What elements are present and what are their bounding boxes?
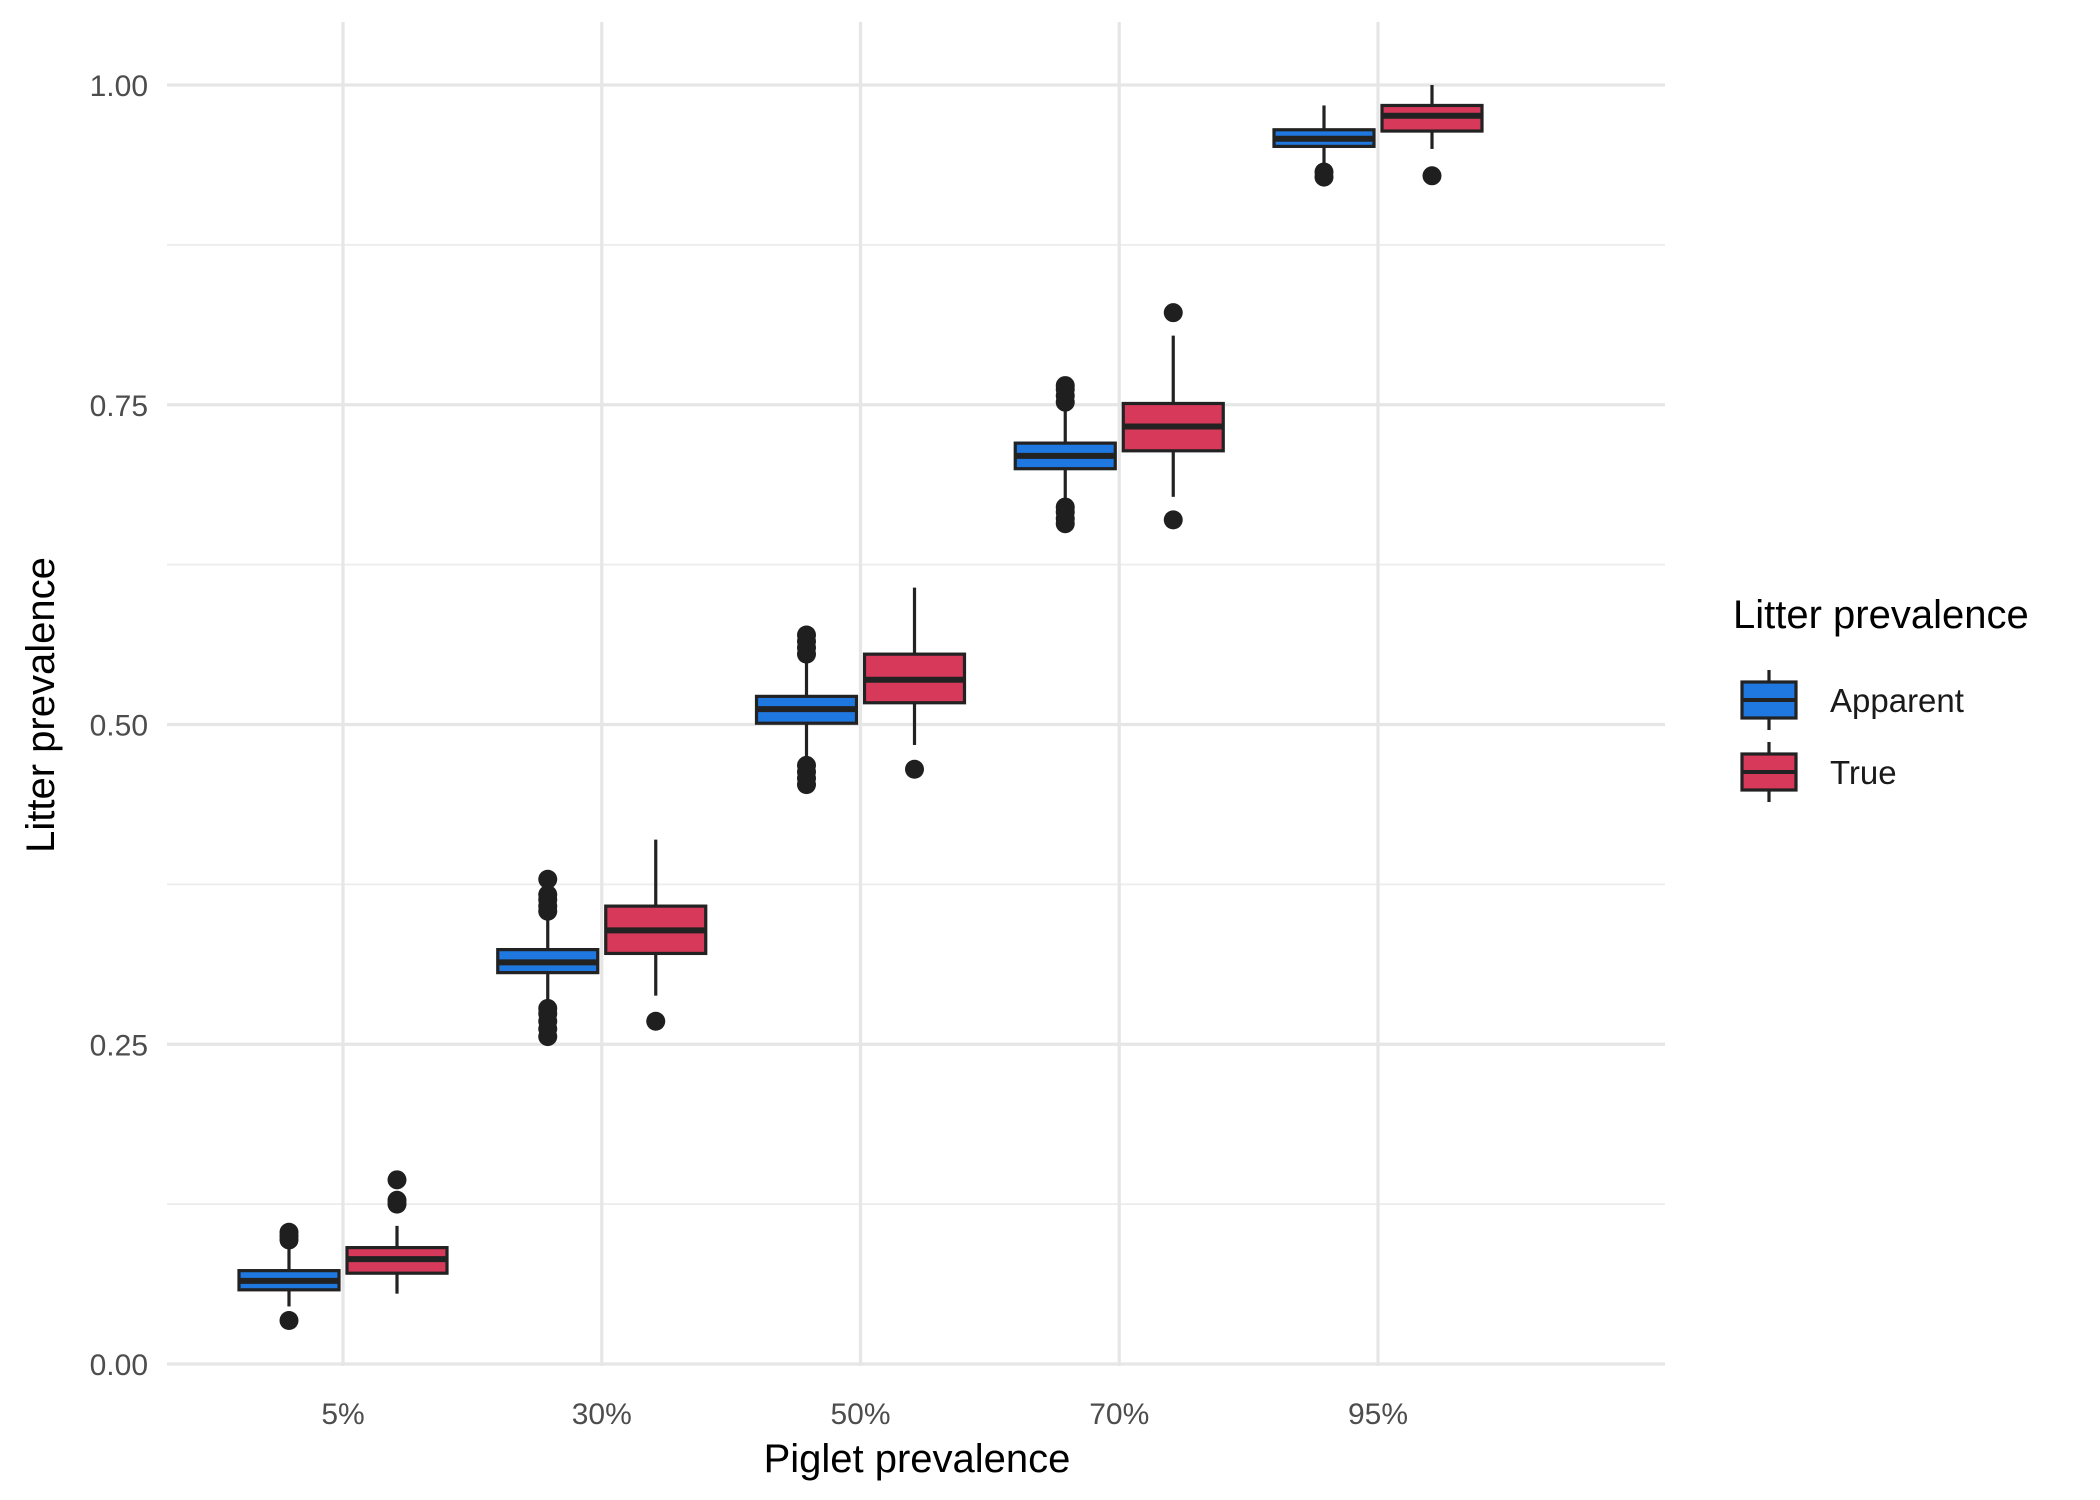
outlier-point bbox=[538, 885, 558, 905]
x-tick-label: 70% bbox=[1089, 1398, 1149, 1431]
outlier-point bbox=[1055, 376, 1075, 396]
y-axis-title: Litter prevalence bbox=[19, 557, 63, 853]
outlier-point bbox=[1314, 162, 1334, 182]
outlier-point bbox=[387, 1170, 407, 1190]
legend-entry-true: True bbox=[1740, 742, 1897, 802]
box-apparent-95pct bbox=[1272, 105, 1376, 187]
grid bbox=[167, 22, 1665, 1366]
outlier-point bbox=[1422, 166, 1442, 186]
x-axis-ticks: 5% 30% 50% 70% 95% bbox=[321, 1398, 1408, 1431]
y-tick-label: 0.25 bbox=[90, 1029, 148, 1062]
box-true-30pct bbox=[604, 839, 708, 1031]
box-true-95pct bbox=[1380, 85, 1484, 186]
x-tick-label: 30% bbox=[572, 1398, 632, 1431]
outlier-point bbox=[1163, 303, 1183, 323]
outlier-point bbox=[279, 1222, 299, 1242]
box-true-50pct bbox=[862, 587, 967, 779]
outlier-point bbox=[905, 759, 924, 779]
box-true-5pct bbox=[345, 1170, 449, 1294]
legend-title: Litter prevalence bbox=[1733, 593, 2029, 637]
box-apparent-5pct bbox=[237, 1222, 341, 1331]
outlier-point bbox=[1055, 497, 1075, 517]
outlier-point bbox=[646, 1011, 666, 1031]
x-tick-label: 5% bbox=[321, 1398, 364, 1431]
box-true-70pct bbox=[1121, 303, 1225, 530]
outlier-point bbox=[538, 998, 558, 1018]
outlier-point bbox=[279, 1311, 299, 1331]
outlier-point bbox=[538, 869, 558, 889]
box-apparent-70pct bbox=[1013, 376, 1117, 534]
x-tick-label: 95% bbox=[1348, 1398, 1408, 1431]
legend-entry-apparent: Apparent bbox=[1740, 670, 1964, 730]
y-tick-label: 0.50 bbox=[90, 710, 148, 743]
y-tick-label: 1.00 bbox=[90, 70, 148, 103]
y-tick-label: 0.75 bbox=[90, 390, 148, 423]
y-axis-ticks: 0.00 0.25 0.50 0.75 1.00 bbox=[90, 70, 148, 1382]
x-axis-title: Piglet prevalence bbox=[764, 1437, 1071, 1481]
x-tick-label: 50% bbox=[830, 1398, 890, 1431]
boxes bbox=[237, 85, 1484, 1331]
legend-label: Apparent bbox=[1830, 682, 1964, 719]
y-tick-label: 0.00 bbox=[90, 1349, 148, 1382]
outlier-point bbox=[797, 625, 816, 645]
box-apparent-50pct bbox=[754, 625, 859, 795]
box-apparent-30pct bbox=[496, 869, 600, 1047]
outlier-point bbox=[797, 755, 816, 775]
outlier-point bbox=[387, 1190, 407, 1210]
outlier-point bbox=[1163, 510, 1183, 530]
legend-label: True bbox=[1830, 754, 1897, 791]
legend: Litter prevalence Apparent True bbox=[1733, 593, 2029, 802]
